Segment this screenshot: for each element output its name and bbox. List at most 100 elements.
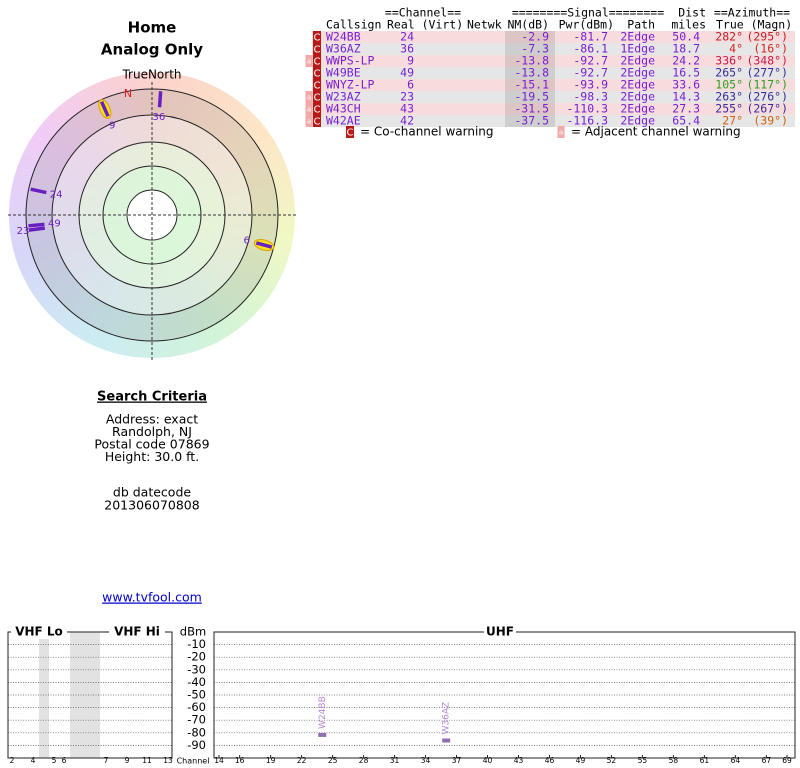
y-tick-label: -70 <box>187 713 206 727</box>
cell-az-true: 336° <box>715 54 743 68</box>
x-tick-label: 37 <box>452 756 462 765</box>
x-tick-label: 11 <box>142 756 152 765</box>
warning-icon-text: a <box>559 129 563 137</box>
band-label: VHF Hi <box>114 625 160 639</box>
y-tick-label: -40 <box>187 675 206 689</box>
x-tick-label: 5 <box>52 756 57 765</box>
warning-icon <box>313 103 321 115</box>
x-axis-label: Channel <box>177 757 210 766</box>
warning-icon <box>305 115 313 127</box>
band-label: UHF <box>486 625 514 639</box>
cell-channel: 42 <box>400 114 414 128</box>
cell-dist: 16.5 <box>672 66 700 80</box>
column-header: miles <box>671 18 706 32</box>
cell-pwr: -110.3 <box>566 102 608 116</box>
station-marker <box>28 222 45 228</box>
link[interactable]: www.tvfool.com <box>102 590 202 605</box>
nm-shade <box>505 91 555 103</box>
cell-callsign: WWPS-LP <box>326 54 375 68</box>
station-marker <box>28 226 46 232</box>
vhf-frame <box>7 631 173 759</box>
magnetic-north: N <box>124 87 132 100</box>
warning-icon <box>313 67 321 79</box>
cell-az-true: 282° <box>715 30 743 44</box>
search-line: Height: 30.0 ft. <box>105 449 199 464</box>
search-line: Address: exact <box>106 412 198 427</box>
warning-icon-text: C <box>314 93 321 104</box>
column-header: NM(dB) <box>507 18 549 32</box>
warning-icon <box>313 115 321 127</box>
warning-icon-text: C <box>314 57 321 68</box>
y-tick-label: -80 <box>187 725 206 739</box>
datecode-label: db datecode <box>113 485 191 500</box>
cell-path: 2Edge <box>620 90 655 104</box>
warning-icon <box>313 31 321 43</box>
warning-icon-text: C <box>314 69 321 80</box>
cell-nm: -13.8 <box>514 66 549 80</box>
x-tick-label: 49 <box>576 756 586 765</box>
vhf-gap <box>39 632 49 758</box>
cell-channel: 49 <box>400 66 414 80</box>
x-tick-label: 2 <box>10 756 15 765</box>
x-tick-label: 34 <box>421 756 431 765</box>
cell-pwr: -116.3 <box>566 114 608 128</box>
cell-az-magn: (39°) <box>753 114 788 128</box>
cell-az-magn: (276°) <box>746 90 788 104</box>
station-marker <box>30 187 47 195</box>
marker-label: 23 <box>17 226 30 237</box>
cell-nm: -19.5 <box>514 90 549 104</box>
cell-channel: 6 <box>407 78 414 92</box>
cell-az-true: 255° <box>715 102 743 116</box>
warning-icon <box>313 91 321 103</box>
y-tick-label: -10 <box>187 637 206 651</box>
cell-path: 2Edge <box>620 30 655 44</box>
row-background <box>312 43 795 55</box>
cell-pwr: -98.3 <box>573 90 608 104</box>
cell-dist: 18.7 <box>672 42 700 56</box>
cell-callsign: W43CH <box>326 102 361 116</box>
marker-label: 49 <box>48 219 61 230</box>
warning-icon <box>305 55 313 67</box>
x-tick-label: 4 <box>31 756 36 765</box>
search-title: Search Criteria <box>97 390 207 405</box>
signal-label: W24BB <box>318 696 328 729</box>
x-tick-label: 22 <box>297 756 307 765</box>
warning-icon-text: C <box>314 105 321 116</box>
x-tick-label: 9 <box>125 756 130 765</box>
datecode: 201306070808 <box>104 498 199 513</box>
warning-icon <box>305 103 313 115</box>
x-tick-label: 16 <box>235 756 245 765</box>
row-background <box>312 79 795 91</box>
row-background <box>312 31 795 43</box>
marker-label: 6 <box>243 235 249 246</box>
nm-shade <box>505 31 555 43</box>
nm-shade <box>505 43 555 55</box>
nm-shade <box>505 67 555 79</box>
group-header: ==Azimuth== <box>714 6 790 20</box>
cell-nm: -13.8 <box>514 54 549 68</box>
cell-az-magn: (277°) <box>746 66 788 80</box>
row-background <box>312 115 795 127</box>
cell-pwr: -93.9 <box>573 78 608 92</box>
cell-pwr: -81.7 <box>573 30 608 44</box>
x-tick-label: 31 <box>390 756 400 765</box>
warning-icon-text: C <box>314 117 321 128</box>
cell-path: 2Edge <box>620 66 655 80</box>
x-tick-label: 43 <box>514 756 524 765</box>
row-background <box>312 91 795 103</box>
cell-channel: 36 <box>400 42 414 56</box>
vhf-gap <box>70 632 100 758</box>
band-label-bg <box>11 625 67 639</box>
cell-path: 1Edge <box>620 42 655 56</box>
marker-label: 9 <box>109 120 115 131</box>
x-tick-label: 28 <box>359 756 369 765</box>
cell-az-true: 105° <box>715 78 743 92</box>
group-header: ========Signal======== <box>512 6 664 20</box>
cell-path: 2Edge <box>620 114 655 128</box>
signal-bar <box>318 732 327 737</box>
column-header: Real (Virt) <box>387 18 463 32</box>
cell-az-true: 27° <box>722 114 743 128</box>
warning-icon-text: a <box>307 118 311 126</box>
cell-az-true: 265° <box>715 66 743 80</box>
